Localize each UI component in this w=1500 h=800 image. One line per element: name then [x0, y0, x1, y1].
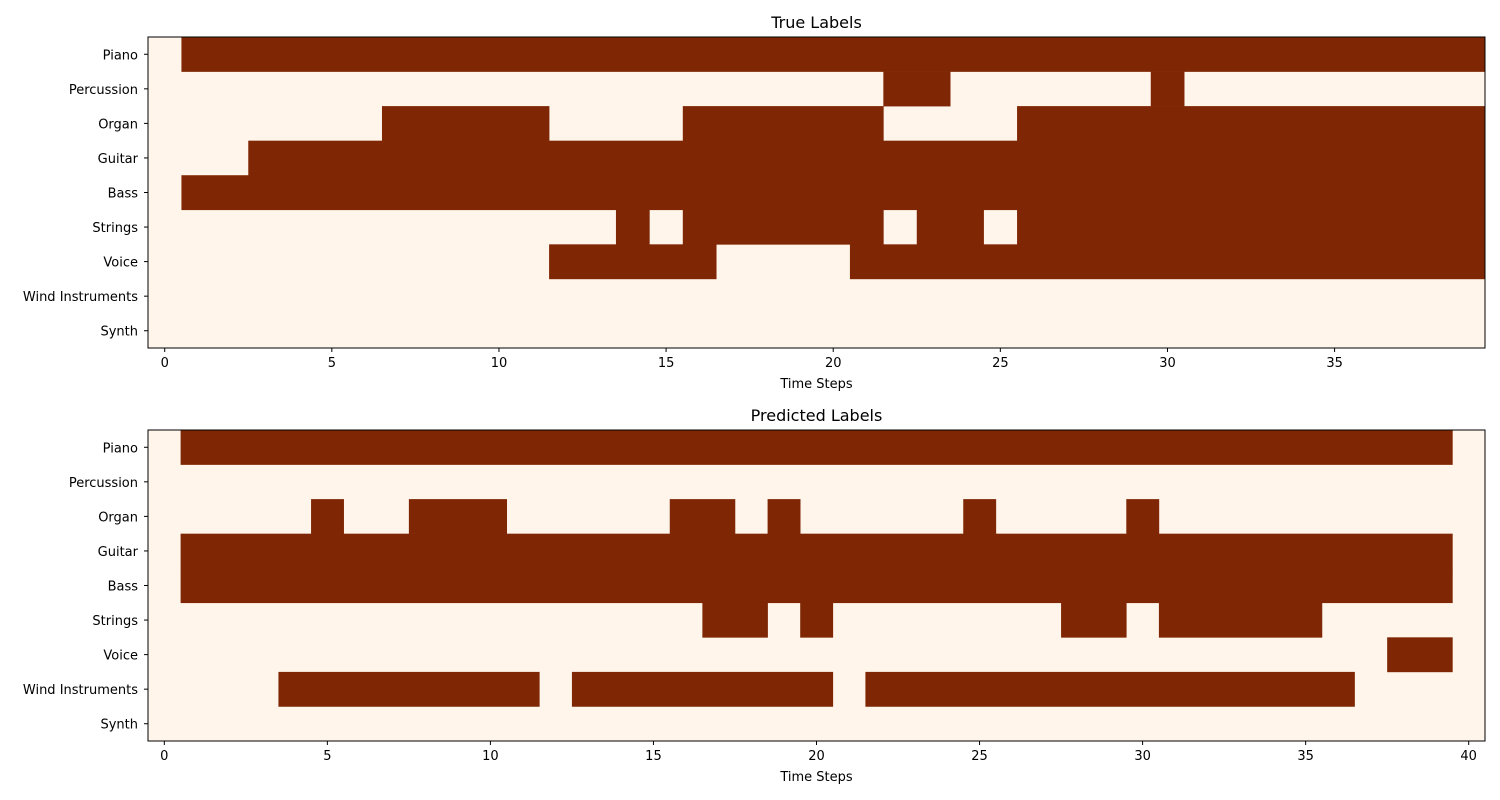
x-tick-label: 20	[808, 749, 825, 764]
x-tick-label: 10	[482, 749, 499, 764]
heatmap-cell-run	[702, 602, 768, 638]
heatmap-cell-run	[1126, 499, 1160, 534]
heatmap-cell-run	[311, 499, 344, 534]
x-tick-label: 10	[491, 356, 508, 371]
y-tick-label: Piano	[103, 48, 138, 63]
heatmap-cell-run	[682, 106, 884, 141]
x-tick-label: 0	[161, 356, 169, 371]
y-tick-label: Voice	[103, 649, 138, 664]
y-tick-label: Bass	[108, 187, 139, 202]
y-tick-label: Guitar	[98, 545, 139, 560]
heatmap-cell-run	[767, 499, 801, 534]
true-labels-panel: True Labels Piano Percussion Organ Guitar Ba…	[0, 0, 1500, 395]
x-tick-label: 30	[1159, 356, 1176, 371]
x-tick-label: 5	[328, 356, 336, 371]
y-tick-label: Wind Instruments	[23, 683, 138, 698]
heatmap-cell-run	[1061, 602, 1127, 638]
y-tick-label: Bass	[108, 580, 139, 595]
y-tick-label: Strings	[92, 614, 138, 629]
predicted-labels-heatmap: Piano Percussion Organ Guitar Bass Strings Voi…	[23, 429, 1486, 785]
chart-title: Predicted Labels	[750, 406, 883, 425]
heatmap-cell-run	[248, 140, 1486, 176]
heatmap-cell-run	[181, 175, 1486, 211]
heatmap-cell-run	[682, 209, 884, 245]
x-tick-label: 15	[658, 356, 675, 371]
x-tick-label: 25	[992, 356, 1009, 371]
y-tick-label: Organ	[98, 117, 138, 132]
x-tick-label: 30	[1134, 749, 1151, 764]
x-axis-label: Time Steps	[779, 770, 853, 785]
heatmap-cell-run	[180, 568, 1453, 604]
y-tick-label: Percussion	[69, 476, 138, 491]
x-tick-label: 35	[1297, 749, 1314, 764]
y-tick-label: Percussion	[69, 83, 138, 98]
chart-title: True Labels	[771, 13, 862, 32]
y-tick-label: Strings	[92, 221, 138, 236]
heatmap-cell-run	[181, 37, 1486, 72]
x-tick-label: 5	[323, 749, 331, 764]
true-labels-heatmap: Piano Percussion Organ Guitar Bass Strings Voi…	[23, 36, 1486, 392]
y-tick-label: Synth	[100, 325, 138, 340]
heatmap-cell-run	[916, 209, 984, 245]
x-tick-label: 0	[160, 749, 168, 764]
y-tick-label: Organ	[98, 510, 138, 525]
x-tick-label: 20	[825, 356, 842, 371]
heatmap-cell-run	[883, 71, 951, 107]
x-tick-label: 15	[645, 749, 662, 764]
y-tick-label: Guitar	[98, 152, 139, 167]
y-tick-label: Voice	[103, 256, 138, 271]
heatmap-cell-run	[615, 209, 650, 245]
x-axis-label: Time Steps	[779, 377, 853, 392]
heatmap-cell-run	[963, 499, 997, 534]
heatmap-cell-run	[865, 671, 1355, 707]
y-tick-label: Synth	[100, 718, 138, 733]
heatmap-cell-run	[549, 244, 717, 280]
heatmap-cell-run	[669, 499, 736, 534]
heatmap-cell-run	[381, 106, 550, 141]
heatmap-cell-run	[408, 499, 508, 534]
heatmap-cell-run	[1387, 637, 1453, 673]
heatmap-cell-run	[180, 533, 1453, 569]
x-tick-label: 25	[971, 749, 988, 764]
heatmap-cell-run	[180, 430, 1453, 465]
x-tick-label: 40	[1460, 749, 1477, 764]
y-tick-label: Wind Instruments	[23, 290, 138, 305]
y-tick-label: Piano	[103, 441, 138, 456]
predicted-labels-panel: Predicted Labels Piano Percussion Organ Gui…	[0, 393, 1500, 788]
heatmap-cell-run	[278, 671, 540, 707]
heatmap-cell-run	[1017, 209, 1486, 245]
heatmap-cell-run	[849, 244, 1486, 280]
x-tick-label: 35	[1326, 356, 1343, 371]
heatmap-cell-run	[1158, 602, 1323, 638]
heatmap-cell-run	[1150, 71, 1185, 107]
heatmap-cell-run	[800, 602, 834, 638]
heatmap-cell-run	[1017, 106, 1486, 141]
heatmap-cell-run	[571, 671, 834, 707]
